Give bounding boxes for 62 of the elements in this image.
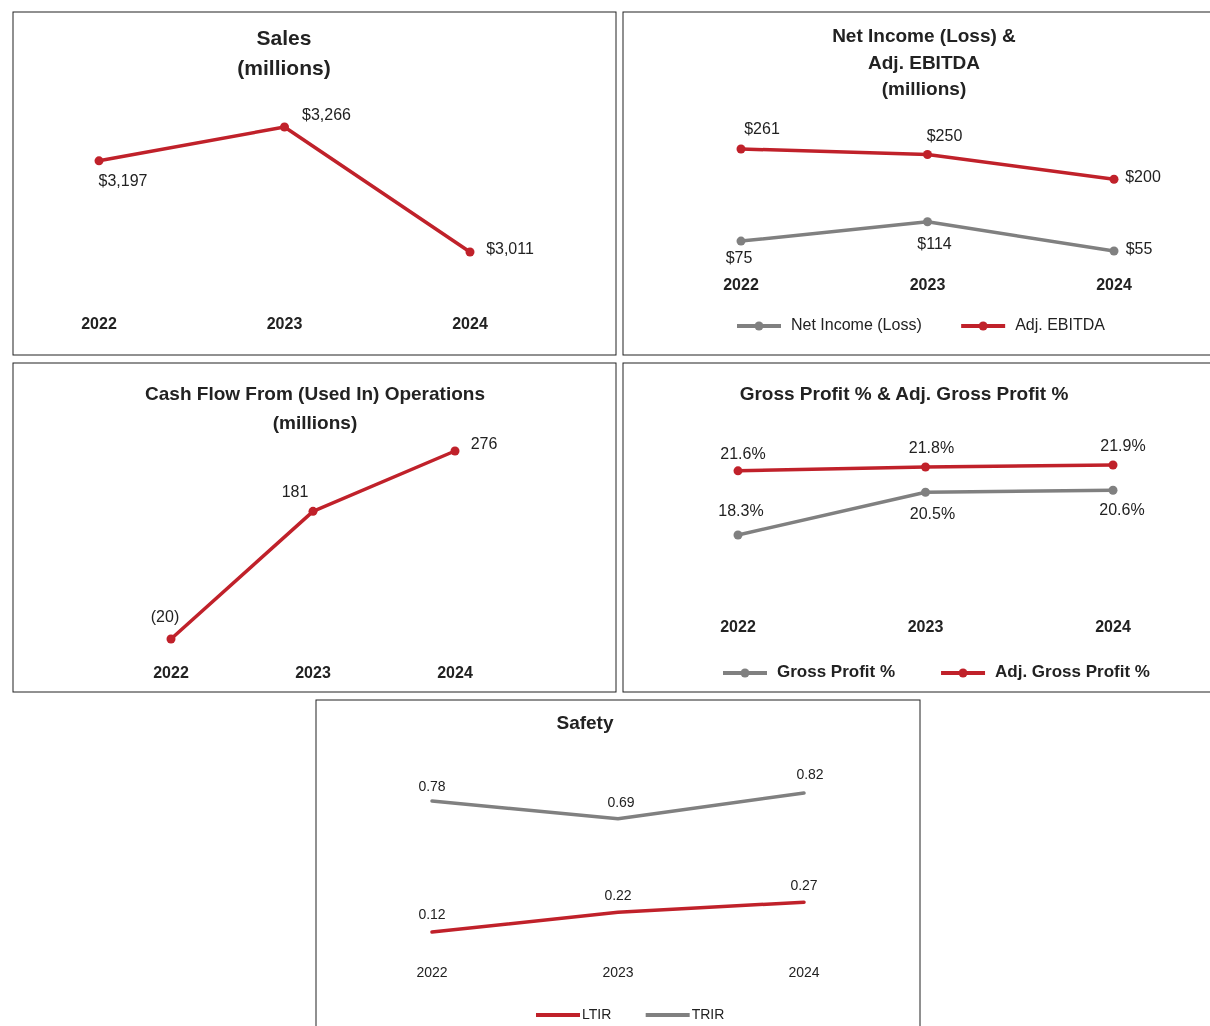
point bbox=[1108, 485, 1118, 495]
x-tick-label: 2022 bbox=[416, 963, 448, 980]
legend-label: Adj. Gross Profit % bbox=[995, 662, 1150, 682]
data-label: (20) bbox=[150, 608, 180, 626]
data-label: 21.9% bbox=[1100, 437, 1146, 455]
point bbox=[733, 530, 743, 540]
point bbox=[733, 466, 743, 476]
point bbox=[1108, 460, 1118, 470]
x-tick-label: 2023 bbox=[909, 276, 946, 294]
x-tick-label: 2024 bbox=[788, 963, 820, 980]
x-tick-label: 2024 bbox=[437, 664, 473, 682]
data-label: $3,266 bbox=[302, 106, 352, 124]
data-label: 181 bbox=[281, 482, 309, 500]
chart-title: Net Income (Loss) & Adj. EBITDA (millions) bbox=[832, 25, 1017, 99]
x-tick-label: 2023 bbox=[266, 315, 303, 333]
x-tick-label: 2022 bbox=[153, 664, 189, 682]
point bbox=[923, 217, 932, 227]
point bbox=[921, 462, 930, 472]
x-tick-label: 2024 bbox=[452, 315, 488, 333]
point bbox=[923, 149, 932, 159]
x-tick-label: 2024 bbox=[1096, 276, 1132, 294]
x-tick-label: 2023 bbox=[602, 963, 634, 980]
chart-title: Safety bbox=[556, 712, 614, 733]
data-label: 0.12 bbox=[418, 905, 446, 922]
data-label: $250 bbox=[926, 126, 963, 144]
chart-title: Cash Flow From (Used In) Operations (millions) bbox=[145, 383, 485, 433]
point bbox=[1109, 246, 1119, 256]
data-label: 21.6% bbox=[720, 445, 766, 463]
chart-title: Sales (millions) bbox=[237, 26, 331, 79]
point bbox=[921, 487, 930, 497]
legend-label: Adj. EBITDA bbox=[1015, 316, 1106, 334]
chart-title: Gross Profit % & Adj. Gross Profit % bbox=[739, 383, 1069, 404]
legend-label: Net Income (Loss) bbox=[791, 316, 922, 334]
point bbox=[736, 236, 746, 246]
data-label: 0.27 bbox=[790, 876, 818, 893]
x-tick-label: 2023 bbox=[907, 618, 944, 636]
legend-label: TRIR bbox=[691, 1005, 725, 1022]
data-label: $55 bbox=[1125, 240, 1153, 258]
data-label: 0.22 bbox=[604, 886, 632, 903]
data-label: 0.82 bbox=[796, 765, 824, 782]
legend-label: Gross Profit % bbox=[777, 662, 896, 682]
data-label: 20.5% bbox=[909, 505, 956, 523]
x-tick-label: 2022 bbox=[81, 315, 117, 333]
x-tick-label: 2022 bbox=[720, 618, 756, 636]
data-label: $3,011 bbox=[486, 240, 534, 258]
data-label: $261 bbox=[744, 120, 780, 138]
legend-label: LTIR bbox=[582, 1005, 612, 1022]
data-label: $200 bbox=[1125, 168, 1161, 186]
point bbox=[736, 144, 746, 154]
data-label: 21.8% bbox=[908, 439, 955, 457]
data-label: $114 bbox=[917, 235, 952, 253]
data-label: 276 bbox=[470, 435, 498, 453]
data-label: 0.69 bbox=[607, 793, 635, 810]
data-label: $3,197 bbox=[98, 172, 148, 190]
point bbox=[1109, 174, 1119, 184]
data-label: 20.6% bbox=[1099, 501, 1145, 519]
x-tick-label: 2022 bbox=[723, 276, 759, 294]
data-label: 18.3% bbox=[718, 502, 764, 520]
data-label: 0.78 bbox=[418, 777, 446, 794]
x-tick-label: 2024 bbox=[1095, 618, 1131, 636]
data-label: $75 bbox=[725, 249, 753, 267]
x-tick-label: 2023 bbox=[295, 664, 331, 682]
